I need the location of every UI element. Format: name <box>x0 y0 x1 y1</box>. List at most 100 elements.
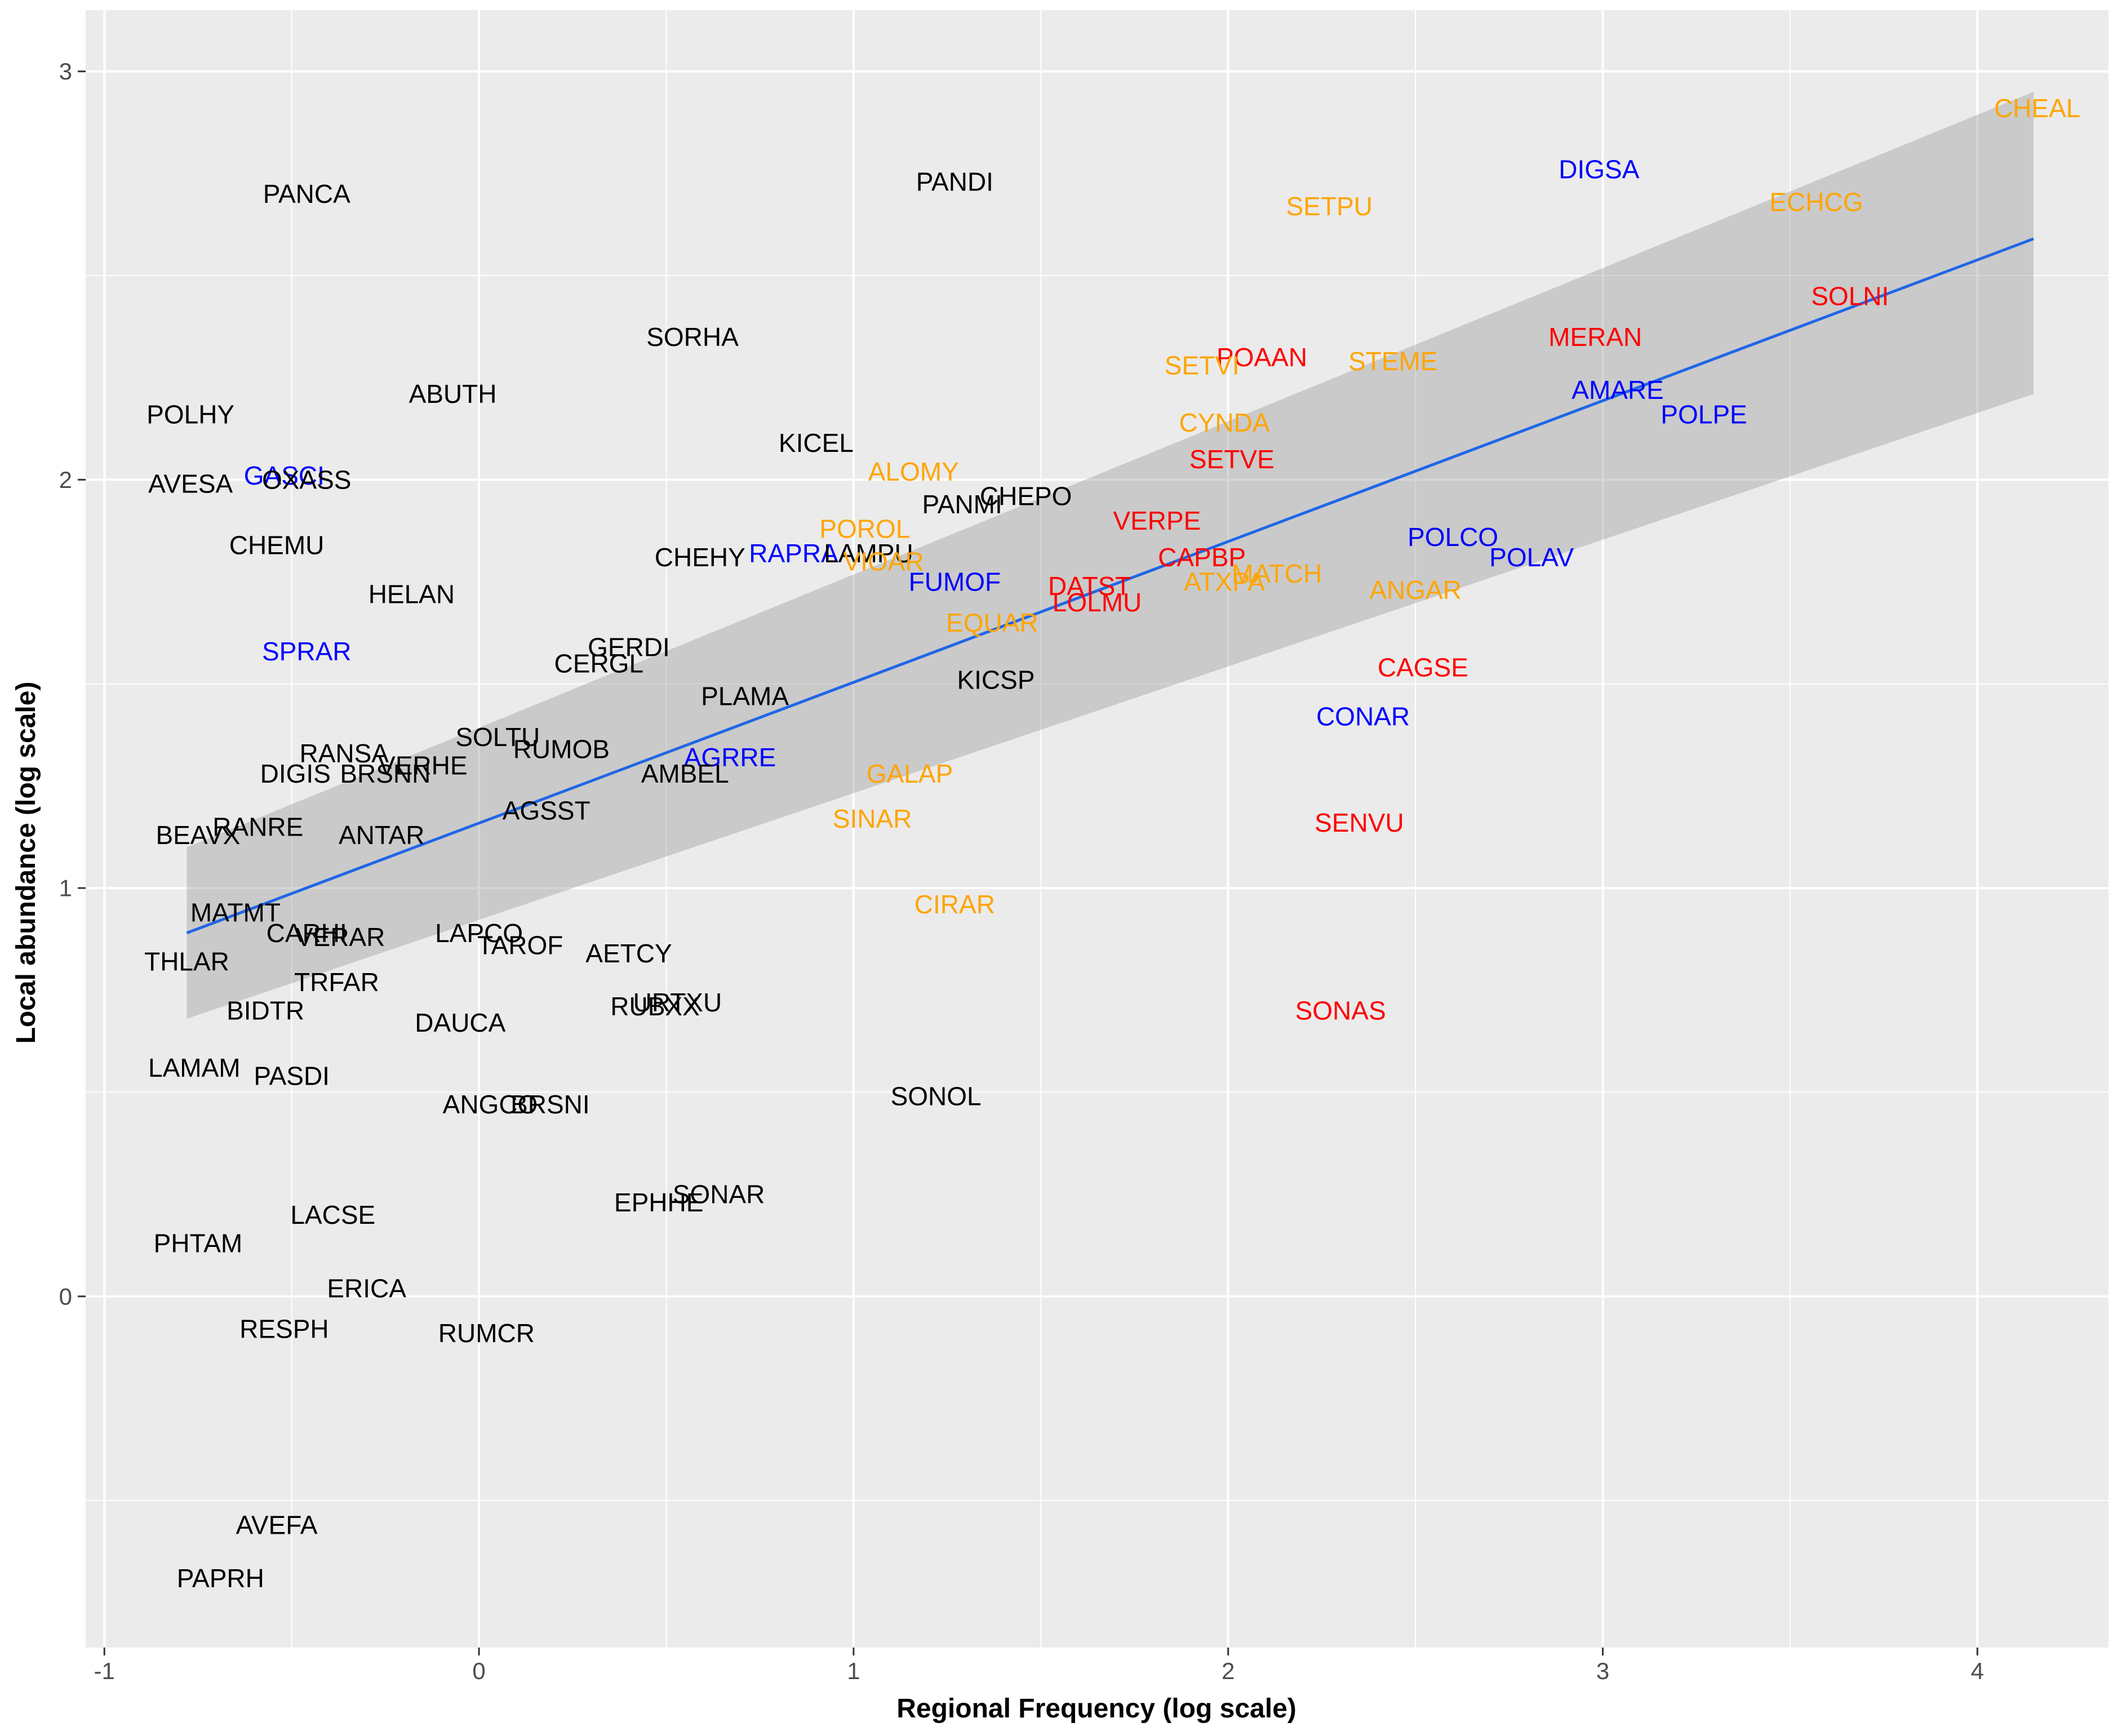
point-label: AGSST <box>503 796 591 825</box>
point-label: BRSNI <box>510 1090 590 1119</box>
point-label: PAPRH <box>177 1564 264 1593</box>
x-tick-label: -1 <box>94 1658 115 1684</box>
y-tick-label: 3 <box>59 58 72 85</box>
x-axis-title: Regional Frequency (log scale) <box>896 1694 1297 1724</box>
y-axis-title: Local abundance (log scale) <box>11 682 41 1044</box>
point-label: LAMAM <box>148 1053 241 1082</box>
y-tick-label: 0 <box>59 1283 72 1309</box>
point-label: ANGCO <box>443 1090 538 1119</box>
point-label: CAPBP <box>1158 543 1246 572</box>
point-label: PASDI <box>254 1061 330 1090</box>
point-label: ANGAR <box>1369 575 1462 605</box>
point-label: AGRRE <box>684 743 776 772</box>
point-label: POLPE <box>1661 399 1747 429</box>
point-label: AMARE <box>1571 375 1664 405</box>
x-tick-label: 4 <box>1971 1658 1984 1684</box>
point-label: SORHA <box>646 322 739 352</box>
point-label: DATST <box>1048 571 1131 601</box>
point-label: AVEFA <box>236 1511 318 1540</box>
point-label: AMBEL <box>641 759 729 788</box>
point-label: CHEAL <box>1994 94 2080 123</box>
point-label: CHEPO <box>980 481 1072 510</box>
point-label: MERAN <box>1548 322 1642 352</box>
x-tick-label: 1 <box>847 1658 860 1684</box>
regression-line <box>186 237 2034 935</box>
point-label: LACSE <box>290 1200 375 1229</box>
point-label: PLAMA <box>701 681 789 711</box>
point-label: AVESA <box>148 469 233 499</box>
confidence-ribbon <box>187 91 2034 1019</box>
point-label: KICSP <box>957 665 1035 694</box>
point-label: BRSNN <box>340 759 430 788</box>
point-label: STEME <box>1348 347 1437 376</box>
x-tick-label: 0 <box>472 1658 485 1684</box>
point-label: PANMI <box>922 490 1002 519</box>
point-label: RUMCR <box>438 1318 535 1348</box>
point-label: CIRAR <box>914 890 995 919</box>
point-label: PANDI <box>916 167 993 196</box>
point-label: ANTAR <box>339 820 425 850</box>
x-tick-label: 2 <box>1222 1658 1235 1684</box>
point-label: RANRE <box>212 812 303 841</box>
point-label: ALOMY <box>868 457 959 486</box>
grid-major <box>86 10 2108 1648</box>
point-label: CAGSE <box>1378 653 1468 682</box>
point-label: DIGSA <box>1559 155 1639 184</box>
grid-minor <box>86 10 2108 1648</box>
point-label: ERICA <box>327 1273 406 1303</box>
point-label: TRFAR <box>294 967 379 997</box>
point-label: PHTAM <box>154 1229 243 1258</box>
point-label: POAAN <box>1217 343 1307 372</box>
point-label: CYNDA <box>1179 408 1270 437</box>
point-label: FUMOF <box>909 567 1001 597</box>
point-label: DAUCA <box>415 1008 505 1037</box>
point-label: HELAN <box>369 579 455 609</box>
point-label: URTXU <box>633 988 722 1017</box>
point-label: CHEHY <box>655 543 745 572</box>
point-label: POLHY <box>147 399 234 429</box>
y-axis: 0 1 2 3 <box>59 58 86 1309</box>
point-label: POLCO <box>1408 522 1498 552</box>
point-label: CONAR <box>1316 702 1410 731</box>
point-labels: CHEAL DIGSA ECHCG SETPU PANDI PANCA SOLNI MERAN… <box>144 94 2080 1593</box>
point-label: VIOAR <box>843 547 924 576</box>
plot-panel <box>86 10 2108 1648</box>
point-label: SENVU <box>1315 808 1404 837</box>
point-label: SETVI <box>1165 350 1240 380</box>
point-label: GASCI <box>244 461 325 490</box>
point-label: RUBXX <box>610 992 699 1021</box>
point-label: THLAR <box>144 947 229 976</box>
point-label: VERPE <box>1113 506 1201 535</box>
point-label: RANSA <box>299 739 389 768</box>
point-label: GALAP <box>867 759 953 788</box>
point-label: SINAR <box>833 804 912 833</box>
point-label: CARHI <box>267 918 347 948</box>
point-label: LAMPU <box>824 539 913 568</box>
point-label: MATCH <box>1232 559 1322 588</box>
x-tick-label: 3 <box>1596 1658 1609 1684</box>
point-label: CHEMU <box>229 530 325 560</box>
point-label: SONAS <box>1295 996 1386 1025</box>
point-label: RUMOB <box>513 735 610 764</box>
point-label: SETPU <box>1286 192 1372 221</box>
point-label: SOLNI <box>1811 281 1889 310</box>
y-tick-label: 1 <box>59 875 72 902</box>
x-axis: -1 0 1 2 3 4 <box>94 1648 1984 1684</box>
point-label: DIGIS <box>260 759 331 788</box>
point-label: AETCY <box>585 939 672 968</box>
point-label: POLAV <box>1489 543 1574 572</box>
point-label: SOLTU <box>455 722 540 752</box>
point-label: KICEL <box>779 428 854 458</box>
point-label: SETVE <box>1189 445 1275 474</box>
point-label: EQUAR <box>946 608 1038 637</box>
point-label: ATXPA <box>1184 567 1265 597</box>
point-label: RESPH <box>239 1315 328 1344</box>
point-label: OXASS <box>262 465 352 494</box>
point-label: SPRAR <box>262 637 351 666</box>
point-label: GERDI <box>588 633 670 662</box>
point-label: VERAR <box>296 922 385 952</box>
point-label: MATMT <box>190 898 281 927</box>
point-label: SONAR <box>673 1180 765 1209</box>
point-label: LOLMU <box>1053 588 1142 617</box>
